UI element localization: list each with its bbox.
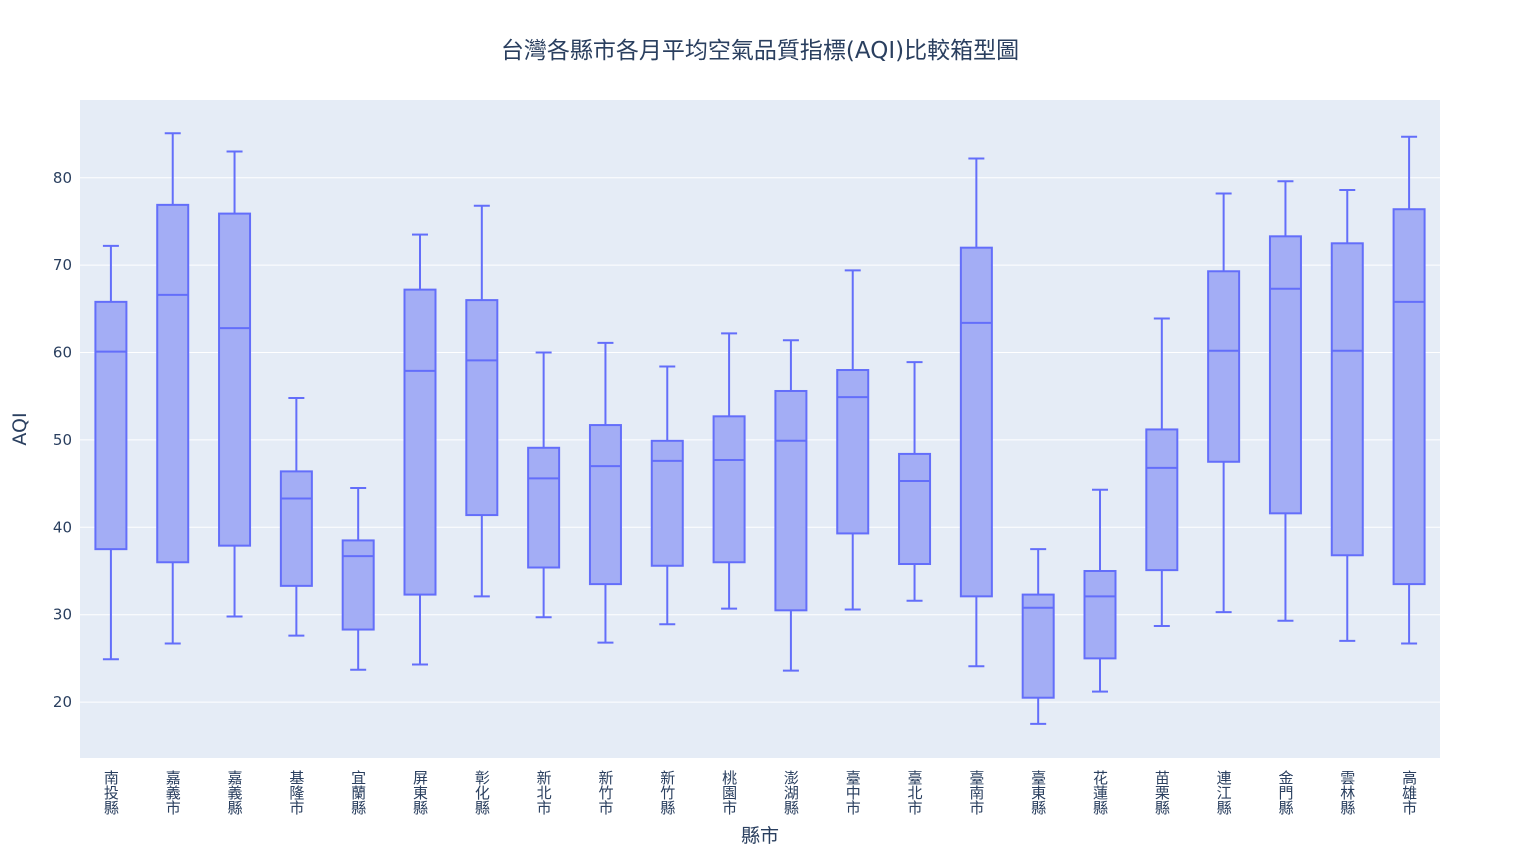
box-iqr xyxy=(959,246,993,598)
box-iqr xyxy=(94,300,128,551)
x-tick-label-南投縣: 南投縣 xyxy=(102,770,120,815)
box-iqr xyxy=(1083,569,1117,660)
x-tick-label-桃園市: 桃園市 xyxy=(720,770,738,815)
x-tick-label-臺北市: 臺北市 xyxy=(906,770,924,815)
x-tick-label-金門縣: 金門縣 xyxy=(1276,770,1294,815)
box-雲林縣 xyxy=(1330,189,1364,642)
y-tick-label-50: 50 xyxy=(53,431,72,449)
box-iqr xyxy=(156,203,190,564)
x-tick-label-苗栗縣: 苗栗縣 xyxy=(1153,770,1171,815)
chart-title: 台灣各縣市各月平均空氣品質指標(AQI)比較箱型圖 xyxy=(501,38,1019,64)
box-宜蘭縣 xyxy=(341,486,375,671)
box-iqr xyxy=(1145,428,1179,572)
x-tick-label-基隆市: 基隆市 xyxy=(287,770,305,815)
box-屏東縣 xyxy=(403,233,437,666)
x-tick-labels: 南投縣 嘉義市 嘉義縣 基隆市 宜蘭縣 屏東縣 彰化縣 新北市 新竹市 新竹縣 桃園市 澎湖縣 臺中市 臺… xyxy=(102,769,1418,815)
x-tick-label-嘉義縣: 嘉義縣 xyxy=(226,770,244,815)
box-臺北市 xyxy=(898,361,932,602)
y-tick-labels: 20 30 40 50 60 70 80 xyxy=(53,169,72,711)
box-iqr xyxy=(527,446,561,569)
x-tick-label-花蓮縣: 花蓮縣 xyxy=(1091,770,1109,815)
box-iqr xyxy=(836,369,870,535)
box-臺中市 xyxy=(836,269,870,611)
box-iqr xyxy=(1330,242,1364,557)
box-基隆市 xyxy=(279,396,313,637)
box-臺東縣 xyxy=(1021,548,1055,725)
x-tick-label-宜蘭縣: 宜蘭縣 xyxy=(349,770,367,815)
box-iqr xyxy=(650,439,684,567)
x-axis-title: 縣市 xyxy=(741,825,779,847)
box-金門縣 xyxy=(1268,180,1302,622)
box-澎湖縣 xyxy=(774,339,808,672)
y-axis-title: AQI xyxy=(9,412,31,445)
box-iqr xyxy=(588,424,622,586)
box-iqr xyxy=(1021,593,1055,699)
box-iqr xyxy=(465,299,499,517)
x-tick-label-雲林縣: 雲林縣 xyxy=(1338,770,1356,815)
box-iqr xyxy=(1392,208,1426,586)
x-tick-label-臺南市: 臺南市 xyxy=(967,770,985,815)
box-花蓮縣 xyxy=(1083,488,1117,693)
x-tick-label-屏東縣: 屏東縣 xyxy=(411,770,429,815)
x-tick-label-彰化縣: 彰化縣 xyxy=(473,769,491,815)
y-tick-label-60: 60 xyxy=(53,344,72,362)
box-桃園市 xyxy=(712,332,746,610)
x-tick-label-澎湖縣: 澎湖縣 xyxy=(782,770,800,815)
y-tick-label-20: 20 xyxy=(53,693,72,711)
x-tick-label-高雄市: 高雄市 xyxy=(1400,770,1418,815)
box-連江縣 xyxy=(1207,192,1241,614)
box-彰化縣 xyxy=(465,204,499,598)
box-嘉義縣 xyxy=(218,150,252,618)
box-新竹市 xyxy=(588,341,622,644)
x-tick-label-新北市: 新北市 xyxy=(535,770,553,815)
box-苗栗縣 xyxy=(1145,317,1179,628)
y-tick-label-30: 30 xyxy=(53,606,72,624)
box-iqr xyxy=(1207,270,1241,463)
box-iqr xyxy=(341,539,375,631)
y-tick-label-80: 80 xyxy=(53,169,72,187)
box-iqr xyxy=(712,415,746,564)
box-series xyxy=(94,132,1426,725)
box-嘉義市 xyxy=(156,132,190,645)
box-臺南市 xyxy=(959,157,993,668)
x-tick-label-臺中市: 臺中市 xyxy=(844,770,862,815)
y-tick-label-40: 40 xyxy=(53,518,72,536)
x-tick-label-嘉義市: 嘉義市 xyxy=(164,770,182,815)
x-tick-label-新竹縣: 新竹縣 xyxy=(658,770,676,815)
box-iqr xyxy=(1268,235,1302,515)
box-高雄市 xyxy=(1392,135,1426,645)
box-iqr xyxy=(403,288,437,596)
x-tick-label-新竹市: 新竹市 xyxy=(596,770,614,815)
box-iqr xyxy=(279,470,313,587)
box-新北市 xyxy=(527,351,561,619)
x-tick-label-臺東縣: 臺東縣 xyxy=(1029,770,1047,815)
y-tick-label-70: 70 xyxy=(53,256,72,274)
box-iqr xyxy=(218,212,252,547)
box-iqr xyxy=(774,389,808,612)
x-tick-label-連江縣: 連江縣 xyxy=(1215,770,1233,815)
box-南投縣 xyxy=(94,244,128,661)
box-新竹縣 xyxy=(650,365,684,626)
box-iqr xyxy=(898,452,932,566)
